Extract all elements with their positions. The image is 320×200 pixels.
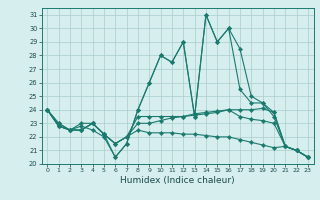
X-axis label: Humidex (Indice chaleur): Humidex (Indice chaleur)	[120, 176, 235, 185]
